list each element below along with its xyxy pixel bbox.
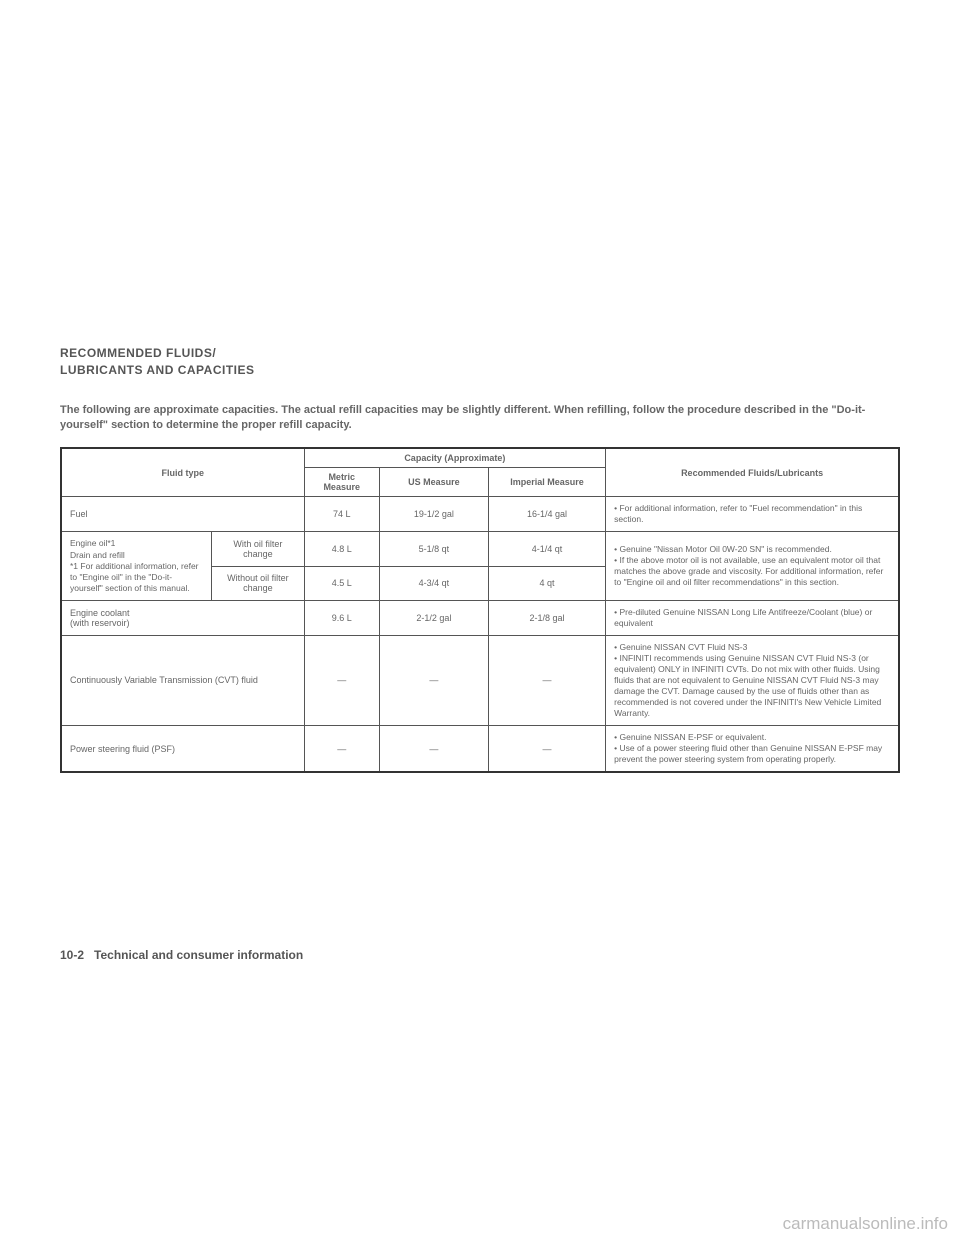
fuel-metric: 74 L — [304, 497, 379, 532]
title-line-2: LUBRICANTS AND CAPACITIES — [60, 363, 255, 377]
intro-paragraph: The following are approximate capacities… — [60, 403, 900, 434]
without-filter-imperial: 4 qt — [488, 566, 605, 600]
cvt-metric: — — [304, 635, 379, 725]
footer-section-name: Technical and consumer information — [94, 948, 303, 962]
coolant-rec: • Pre-diluted Genuine NISSAN Long Life A… — [606, 600, 899, 635]
without-filter-us: 4-3/4 qt — [379, 566, 488, 600]
engine-oil-rec: • Genuine "Nissan Motor Oil 0W-20 SN" is… — [606, 532, 899, 600]
cvt-label: Continuously Variable Transmission (CVT)… — [61, 635, 304, 725]
coolant-us: 2-1/2 gal — [379, 600, 488, 635]
cvt-rec: • Genuine NISSAN CVT Fluid NS-3 • INFINI… — [606, 635, 899, 725]
fuel-rec: • For additional information, refer to "… — [606, 497, 899, 532]
psf-label: Power steering fluid (PSF) — [61, 726, 304, 773]
psf-metric: — — [304, 726, 379, 773]
coolant-metric: 9.6 L — [304, 600, 379, 635]
page-content: RECOMMENDED FLUIDS/ LUBRICANTS AND CAPAC… — [60, 345, 900, 773]
page-number: 10-2 — [60, 948, 84, 962]
fuel-us: 19-1/2 gal — [379, 497, 488, 532]
header-recommended: Recommended Fluids/Lubricants — [606, 448, 899, 497]
table-header-row-1: Fluid type Capacity (Approximate) Recomm… — [61, 448, 899, 468]
table-row-with-filter: Engine oil*1 Drain and refill *1 For add… — [61, 532, 899, 566]
header-imperial: Imperial Measure — [488, 468, 605, 497]
fluids-table: Fluid type Capacity (Approximate) Recomm… — [60, 447, 900, 773]
without-filter-metric: 4.5 L — [304, 566, 379, 600]
watermark: carmanualsonline.info — [783, 1214, 948, 1234]
section-title: RECOMMENDED FLUIDS/ LUBRICANTS AND CAPAC… — [60, 345, 900, 379]
with-filter-imperial: 4-1/4 qt — [488, 532, 605, 566]
coolant-label: Engine coolant (with reservoir) — [61, 600, 304, 635]
psf-rec: • Genuine NISSAN E-PSF or equivalent. • … — [606, 726, 899, 773]
coolant-imperial: 2-1/8 gal — [488, 600, 605, 635]
cvt-imperial: — — [488, 635, 605, 725]
table-row-fuel: Fuel 74 L 19-1/2 gal 16-1/4 gal • For ad… — [61, 497, 899, 532]
with-filter-metric: 4.8 L — [304, 532, 379, 566]
engine-oil-label: Engine oil*1 Drain and refill *1 For add… — [61, 532, 212, 600]
cvt-us: — — [379, 635, 488, 725]
header-metric: Metric Measure — [304, 468, 379, 497]
fuel-label: Fuel — [61, 497, 304, 532]
title-line-1: RECOMMENDED FLUIDS/ — [60, 346, 216, 360]
without-filter-label: Without oil filter change — [212, 566, 304, 600]
table-row-cvt: Continuously Variable Transmission (CVT)… — [61, 635, 899, 725]
table-row-psf: Power steering fluid (PSF) — — — • Genui… — [61, 726, 899, 773]
fuel-imperial: 16-1/4 gal — [488, 497, 605, 532]
header-us: US Measure — [379, 468, 488, 497]
with-filter-label: With oil filter change — [212, 532, 304, 566]
header-capacity: Capacity (Approximate) — [304, 448, 606, 468]
psf-us: — — [379, 726, 488, 773]
page-footer: 10-2 Technical and consumer information — [60, 948, 303, 962]
psf-imperial: — — [488, 726, 605, 773]
with-filter-us: 5-1/8 qt — [379, 532, 488, 566]
table-row-coolant: Engine coolant (with reservoir) 9.6 L 2-… — [61, 600, 899, 635]
header-fluid-type: Fluid type — [61, 448, 304, 497]
